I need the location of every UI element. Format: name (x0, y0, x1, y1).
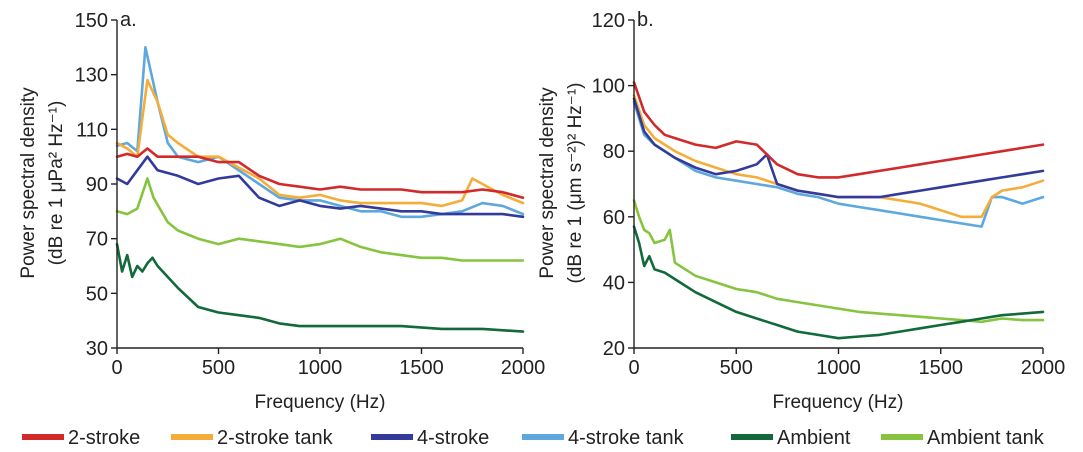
legend-item-ambient-tank: Ambient tank (881, 427, 1045, 449)
panel-a-axes (116, 20, 523, 349)
panel-a-y-label-line1: Power spectral density (18, 87, 39, 279)
panel-a-series-4-stroke (115, 155, 525, 219)
panel-b-plot (632, 81, 1045, 340)
panel-a-series-ambient-tank (115, 177, 525, 262)
panel-b-series-2-stroke (632, 81, 1045, 179)
panel-b-y-tick-label-80: 80 (603, 141, 625, 163)
panel-b-x-tick-label-2000: 2000 (1021, 357, 1066, 379)
panel-a: a. 0 500 1000 1500 2000 30 50 70 90 110 130 150 Fre… (18, 9, 545, 413)
panel-a-y-tick-label-70: 70 (86, 229, 108, 251)
panel-b-ticks: 0 500 1000 1500 2000 20 40 60 80 100 120 (592, 10, 1066, 379)
legend-item-2-stroke-tank: 2-stroke tank (171, 427, 334, 449)
panel-b-y-tick-label-40: 40 (603, 272, 625, 294)
legend-item-2-stroke: 2-stroke (22, 427, 140, 449)
panel-b-y-tick-label-60: 60 (603, 207, 625, 229)
panel-a-y-tick-label-110: 110 (76, 119, 108, 141)
legend-label-2-stroke-tank: 2-stroke tank (217, 427, 334, 449)
panel-b-y-tick-label-120: 120 (592, 10, 625, 32)
panel-b-series-2-stroke-tank (632, 94, 1045, 219)
panel-a-x-tick-label-2000: 2000 (501, 357, 546, 379)
panel-a-y-tick-label-150: 150 (75, 10, 108, 32)
panel-a-series-2-stroke-tank (115, 78, 525, 208)
panel-b: b. 0 500 1000 1500 2000 20 40 60 80 100 120 Freque… (537, 9, 1065, 413)
panel-a-y-tick-label-30: 30 (86, 338, 108, 360)
panel-a-y-tick-label-90: 90 (86, 174, 108, 196)
legend-label-4-stroke-tank: 4-stroke tank (568, 427, 685, 449)
panel-a-series-ambient (115, 242, 525, 333)
panel-a-plot (115, 46, 525, 333)
panel-a-y-tick-label-50: 50 (86, 283, 108, 305)
panel-b-series-ambient (632, 225, 1045, 340)
panel-b-series-ambient-tank (632, 199, 1045, 324)
panel-a-ticks: 0 500 1000 1500 2000 30 50 70 90 110 130 150 (75, 10, 546, 379)
legend-item-4-stroke: 4-stroke (371, 427, 489, 449)
panel-b-x-tick-label-1000: 1000 (816, 357, 861, 379)
panel-a-x-tick-label-1500: 1500 (399, 357, 444, 379)
legend-label-ambient-tank: Ambient tank (927, 427, 1045, 449)
legend: 2-stroke 2-stroke tank 4-stroke 4-stroke ta… (22, 427, 1045, 449)
legend-item-4-stroke-tank: 4-stroke tank (522, 427, 685, 449)
panel-a-y-label-line2: (dB re 1 μPa² Hz⁻¹) (46, 101, 67, 266)
panel-b-y-tick-label-20: 20 (603, 338, 625, 360)
panel-b-x-tick-label-1500: 1500 (919, 357, 964, 379)
panel-b-series-4-stroke (632, 97, 1045, 199)
legend-label-4-stroke: 4-stroke (417, 427, 489, 449)
panel-a-x-tick-label-0: 0 (111, 357, 122, 379)
panel-b-y-tick-label-100: 100 (592, 76, 625, 98)
legend-label-2-stroke: 2-stroke (68, 427, 140, 449)
panel-b-y-label-line1: Power spectral density (537, 87, 558, 279)
panel-a-x-label: Frequency (Hz) (255, 392, 386, 413)
panel-a-y-tick-label-130: 130 (75, 65, 108, 87)
panel-a-series-2-stroke (115, 147, 525, 199)
legend-label-ambient: Ambient (777, 427, 851, 449)
panel-a-x-tick-label-500: 500 (202, 357, 235, 379)
panel-a-label: a. (120, 9, 137, 31)
panel-b-label: b. (637, 9, 654, 31)
panel-a-x-tick-label-1000: 1000 (298, 357, 343, 379)
panel-b-x-tick-label-0: 0 (628, 357, 639, 379)
panel-b-y-label-line2: (dB re 1 (μm s⁻²)² Hz⁻¹) (565, 83, 586, 284)
legend-item-ambient: Ambient (731, 427, 851, 449)
panel-b-x-tick-label-500: 500 (720, 357, 753, 379)
panel-b-series-4-stroke-tank (632, 100, 1045, 228)
panel-b-axes (633, 20, 1043, 349)
panel-b-x-label: Frequency (Hz) (773, 392, 904, 413)
